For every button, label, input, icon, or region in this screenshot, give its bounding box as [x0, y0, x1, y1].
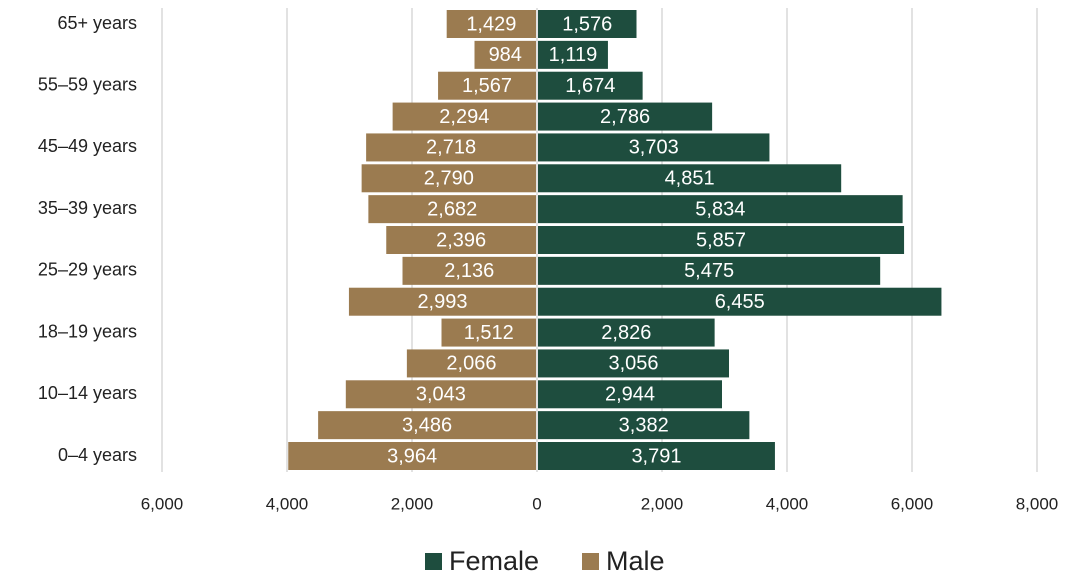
value-label: 3,486 — [402, 414, 452, 436]
value-label: 3,382 — [619, 414, 669, 436]
value-label: 3,964 — [387, 445, 437, 467]
bar — [538, 287, 942, 316]
value-label: 5,857 — [696, 229, 746, 251]
x-tick-label: 2,000 — [391, 494, 434, 513]
bar — [348, 287, 536, 316]
value-label: 984 — [489, 44, 522, 66]
legend-label: Male — [606, 546, 665, 576]
x-tick-label: 8,000 — [1016, 494, 1059, 513]
legend-label: Female — [449, 546, 539, 576]
bar — [538, 442, 775, 470]
bar — [474, 40, 536, 69]
value-label: 3,043 — [416, 384, 466, 406]
bar — [288, 442, 536, 470]
value-label: 5,475 — [684, 260, 734, 282]
value-label: 1,119 — [549, 44, 598, 66]
bar — [402, 256, 536, 285]
y-tick-label: 0–4 years — [58, 445, 137, 465]
bar — [406, 349, 536, 378]
value-label: 2,136 — [444, 260, 494, 282]
legend-swatch — [582, 553, 599, 570]
value-label: 2,993 — [417, 291, 467, 313]
x-tick-label: 0 — [532, 494, 541, 513]
y-tick-label: 10–14 years — [38, 383, 137, 403]
x-tick-label: 6,000 — [891, 494, 934, 513]
bar — [538, 71, 643, 100]
value-label: 2,790 — [424, 168, 474, 190]
value-label: 1,576 — [562, 13, 612, 35]
value-label: 3,703 — [629, 137, 679, 159]
x-tick-label: 6,000 — [141, 494, 184, 513]
y-tick-label: 65+ years — [57, 13, 137, 33]
y-tick-label: 45–49 years — [38, 136, 137, 156]
value-label: 1,429 — [466, 13, 516, 35]
bar — [538, 349, 729, 378]
value-label: 2,066 — [446, 353, 496, 375]
value-label: 6,455 — [715, 291, 765, 313]
value-label: 2,944 — [605, 384, 655, 406]
value-label: 2,682 — [427, 198, 477, 220]
value-label: 1,567 — [462, 75, 512, 97]
y-tick-label: 18–19 years — [38, 321, 137, 341]
bar — [538, 40, 608, 69]
y-tick-label: 35–39 years — [38, 198, 137, 218]
bar — [538, 411, 750, 440]
bar — [318, 411, 536, 440]
value-label: 2,786 — [600, 106, 650, 128]
bar — [538, 133, 770, 162]
value-label: 3,791 — [631, 445, 681, 467]
bar — [538, 195, 903, 224]
value-label: 2,294 — [439, 106, 489, 128]
y-tick-label: 25–29 years — [38, 260, 137, 280]
bar — [368, 195, 536, 224]
value-label: 2,718 — [426, 137, 476, 159]
bar — [538, 380, 722, 409]
bar — [538, 10, 637, 38]
bar — [438, 71, 536, 100]
bar — [392, 102, 536, 131]
x-tick-label: 4,000 — [766, 494, 809, 513]
value-label: 1,674 — [565, 75, 615, 97]
bar — [366, 133, 536, 162]
bar — [446, 10, 536, 38]
y-tick-label: 55–59 years — [38, 74, 137, 94]
bar — [538, 164, 842, 193]
bar — [538, 318, 715, 347]
bar — [538, 256, 881, 285]
value-label: 5,834 — [695, 198, 745, 220]
bar — [538, 226, 905, 254]
bar — [538, 102, 713, 131]
value-label: 3,056 — [608, 353, 658, 375]
x-tick-label: 4,000 — [266, 494, 309, 513]
value-label: 1,512 — [464, 322, 514, 344]
bar — [441, 318, 536, 347]
value-label: 4,851 — [665, 168, 715, 190]
bar — [361, 164, 536, 193]
x-tick-label: 2,000 — [641, 494, 684, 513]
value-label: 2,826 — [601, 322, 651, 344]
legend-swatch — [425, 553, 442, 570]
value-label: 2,396 — [436, 229, 486, 251]
bar — [345, 380, 536, 409]
bar — [386, 226, 536, 254]
